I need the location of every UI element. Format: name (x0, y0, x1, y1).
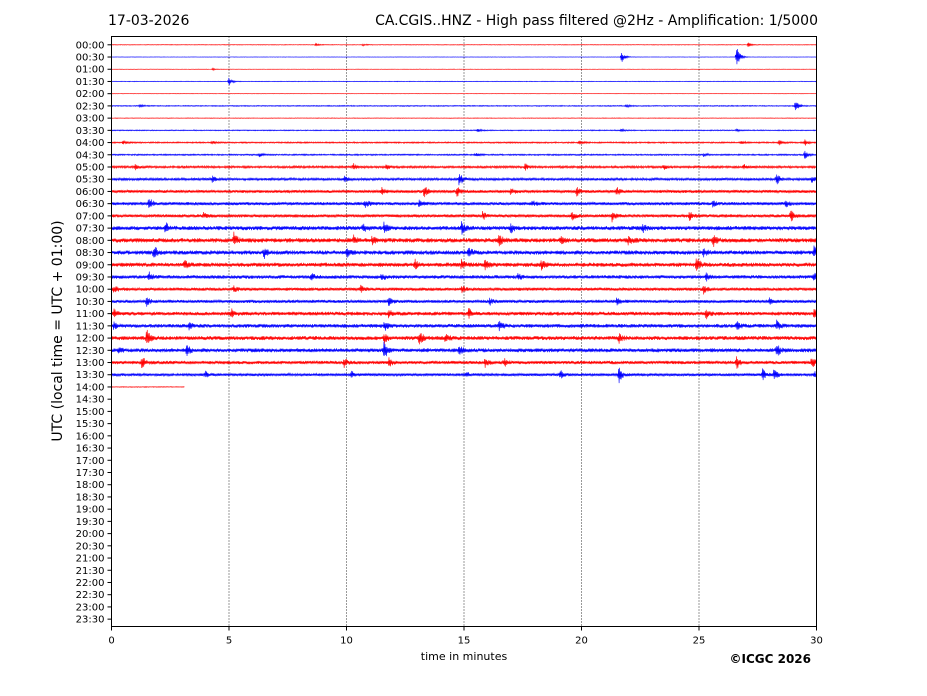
y-tick-label: 14:30 (76, 395, 105, 406)
grid-lines (228, 36, 700, 627)
seismogram-traces (111, 42, 817, 388)
y-tick-label: 15:00 (76, 407, 105, 418)
y-tick-label: 18:00 (76, 480, 105, 491)
chart-date: 17-03-2026 (108, 13, 189, 29)
trace-1100 (111, 308, 817, 320)
x-tick-label: 15 (458, 636, 471, 647)
trace-0000 (111, 42, 817, 47)
y-tick-label: 13:30 (76, 370, 105, 381)
x-axis-label: time in minutes (421, 650, 508, 663)
x-tick-label: 0 (108, 636, 114, 647)
trace-0900 (111, 258, 817, 271)
y-tick-label: 21:00 (76, 554, 105, 565)
y-tick-label: 22:00 (76, 578, 105, 589)
trace-0100 (111, 67, 817, 72)
y-tick-label: 00:00 (76, 40, 105, 51)
trace-0730 (111, 221, 817, 235)
y-tick-label: 07:30 (76, 224, 105, 235)
y-tick-label: 03:30 (76, 126, 105, 137)
y-tick-label: 14:00 (76, 382, 105, 393)
y-tick-label: 18:30 (76, 492, 105, 503)
y-tick-label: 23:00 (76, 602, 105, 613)
y-tick-label: 04:00 (76, 138, 105, 149)
y-tick-label: 16:30 (76, 444, 105, 455)
y-tick-label: 17:30 (76, 468, 105, 479)
trace-0800 (111, 231, 817, 248)
y-tick-label: 01:00 (76, 65, 105, 76)
y-tick-label: 02:30 (76, 101, 105, 112)
y-tick-label: 17:00 (76, 456, 105, 467)
trace-0300 (111, 117, 817, 119)
y-tick-label: 21:30 (76, 566, 105, 577)
y-tick-label: 12:00 (76, 334, 105, 345)
y-tick-label: 20:00 (76, 529, 105, 540)
trace-0530 (111, 174, 817, 186)
trace-0430 (111, 150, 817, 159)
trace-1130 (111, 319, 817, 332)
y-tick-label: 23:30 (76, 615, 105, 626)
copyright-notice: ©ICGC 2026 (729, 652, 811, 666)
y-tick-label: 07:00 (76, 211, 105, 222)
trace-0500 (111, 163, 817, 171)
y-tick-label: 05:30 (76, 175, 105, 186)
y-tick-label: 15:30 (76, 419, 105, 430)
trace-0830 (111, 245, 817, 259)
trace-0230 (111, 102, 817, 111)
trace-1300 (111, 356, 817, 369)
y-tick-label: 01:30 (76, 77, 105, 88)
y-tick-label: 12:30 (76, 346, 105, 357)
x-tick-label: 10 (340, 636, 353, 647)
y-tick-label: 08:30 (76, 248, 105, 259)
y-tick-label: 11:30 (76, 321, 105, 332)
trace-1230 (111, 341, 817, 357)
x-tick-label: 30 (810, 636, 823, 647)
trace-1030 (111, 297, 817, 307)
trace-0630 (111, 199, 817, 208)
y-tick-label: 11:00 (76, 309, 105, 320)
x-tick-label: 5 (226, 636, 232, 647)
trace-0600 (111, 187, 817, 198)
y-tick-label: 20:30 (76, 541, 105, 552)
y-tick-label: 09:30 (76, 272, 105, 283)
trace-0700 (111, 210, 817, 223)
y-tick-label: 05:00 (76, 163, 105, 174)
y-tick-label: 13:00 (76, 358, 105, 369)
y-tick-label: 22:30 (76, 590, 105, 601)
chart-title: CA.CGIS..HNZ - High pass filtered @2Hz -… (375, 13, 818, 29)
x-tick-label: 25 (693, 636, 706, 647)
y-tick-label: 03:00 (76, 114, 105, 125)
y-axis-label: UTC (local time = UTC + 01:00) (50, 220, 66, 441)
trace-0030 (111, 48, 817, 65)
x-axis-ticks: 0 5 10 15 20 25 30 (108, 626, 823, 647)
y-tick-label: 16:00 (76, 431, 105, 442)
y-tick-label: 19:00 (76, 505, 105, 516)
y-tick-label: 10:30 (76, 297, 105, 308)
y-tick-label: 08:00 (76, 236, 105, 247)
y-tick-label: 04:30 (76, 150, 105, 161)
y-tick-label: 10:00 (76, 285, 105, 296)
y-tick-label: 02:00 (76, 89, 105, 100)
y-tick-label: 19:30 (76, 517, 105, 528)
trace-0330 (111, 128, 817, 133)
y-tick-label: 00:30 (76, 53, 105, 64)
y-tick-label: 06:00 (76, 187, 105, 198)
trace-1000 (111, 284, 817, 295)
trace-0400 (111, 139, 817, 146)
trace-0930 (111, 271, 817, 282)
trace-1330 (111, 367, 817, 384)
trace-0130 (111, 77, 817, 86)
trace-1400 (111, 386, 185, 388)
trace-1200 (111, 329, 817, 345)
x-tick-label: 20 (575, 636, 588, 647)
y-tick-label: 09:00 (76, 260, 105, 271)
y-tick-label: 06:30 (76, 199, 105, 210)
